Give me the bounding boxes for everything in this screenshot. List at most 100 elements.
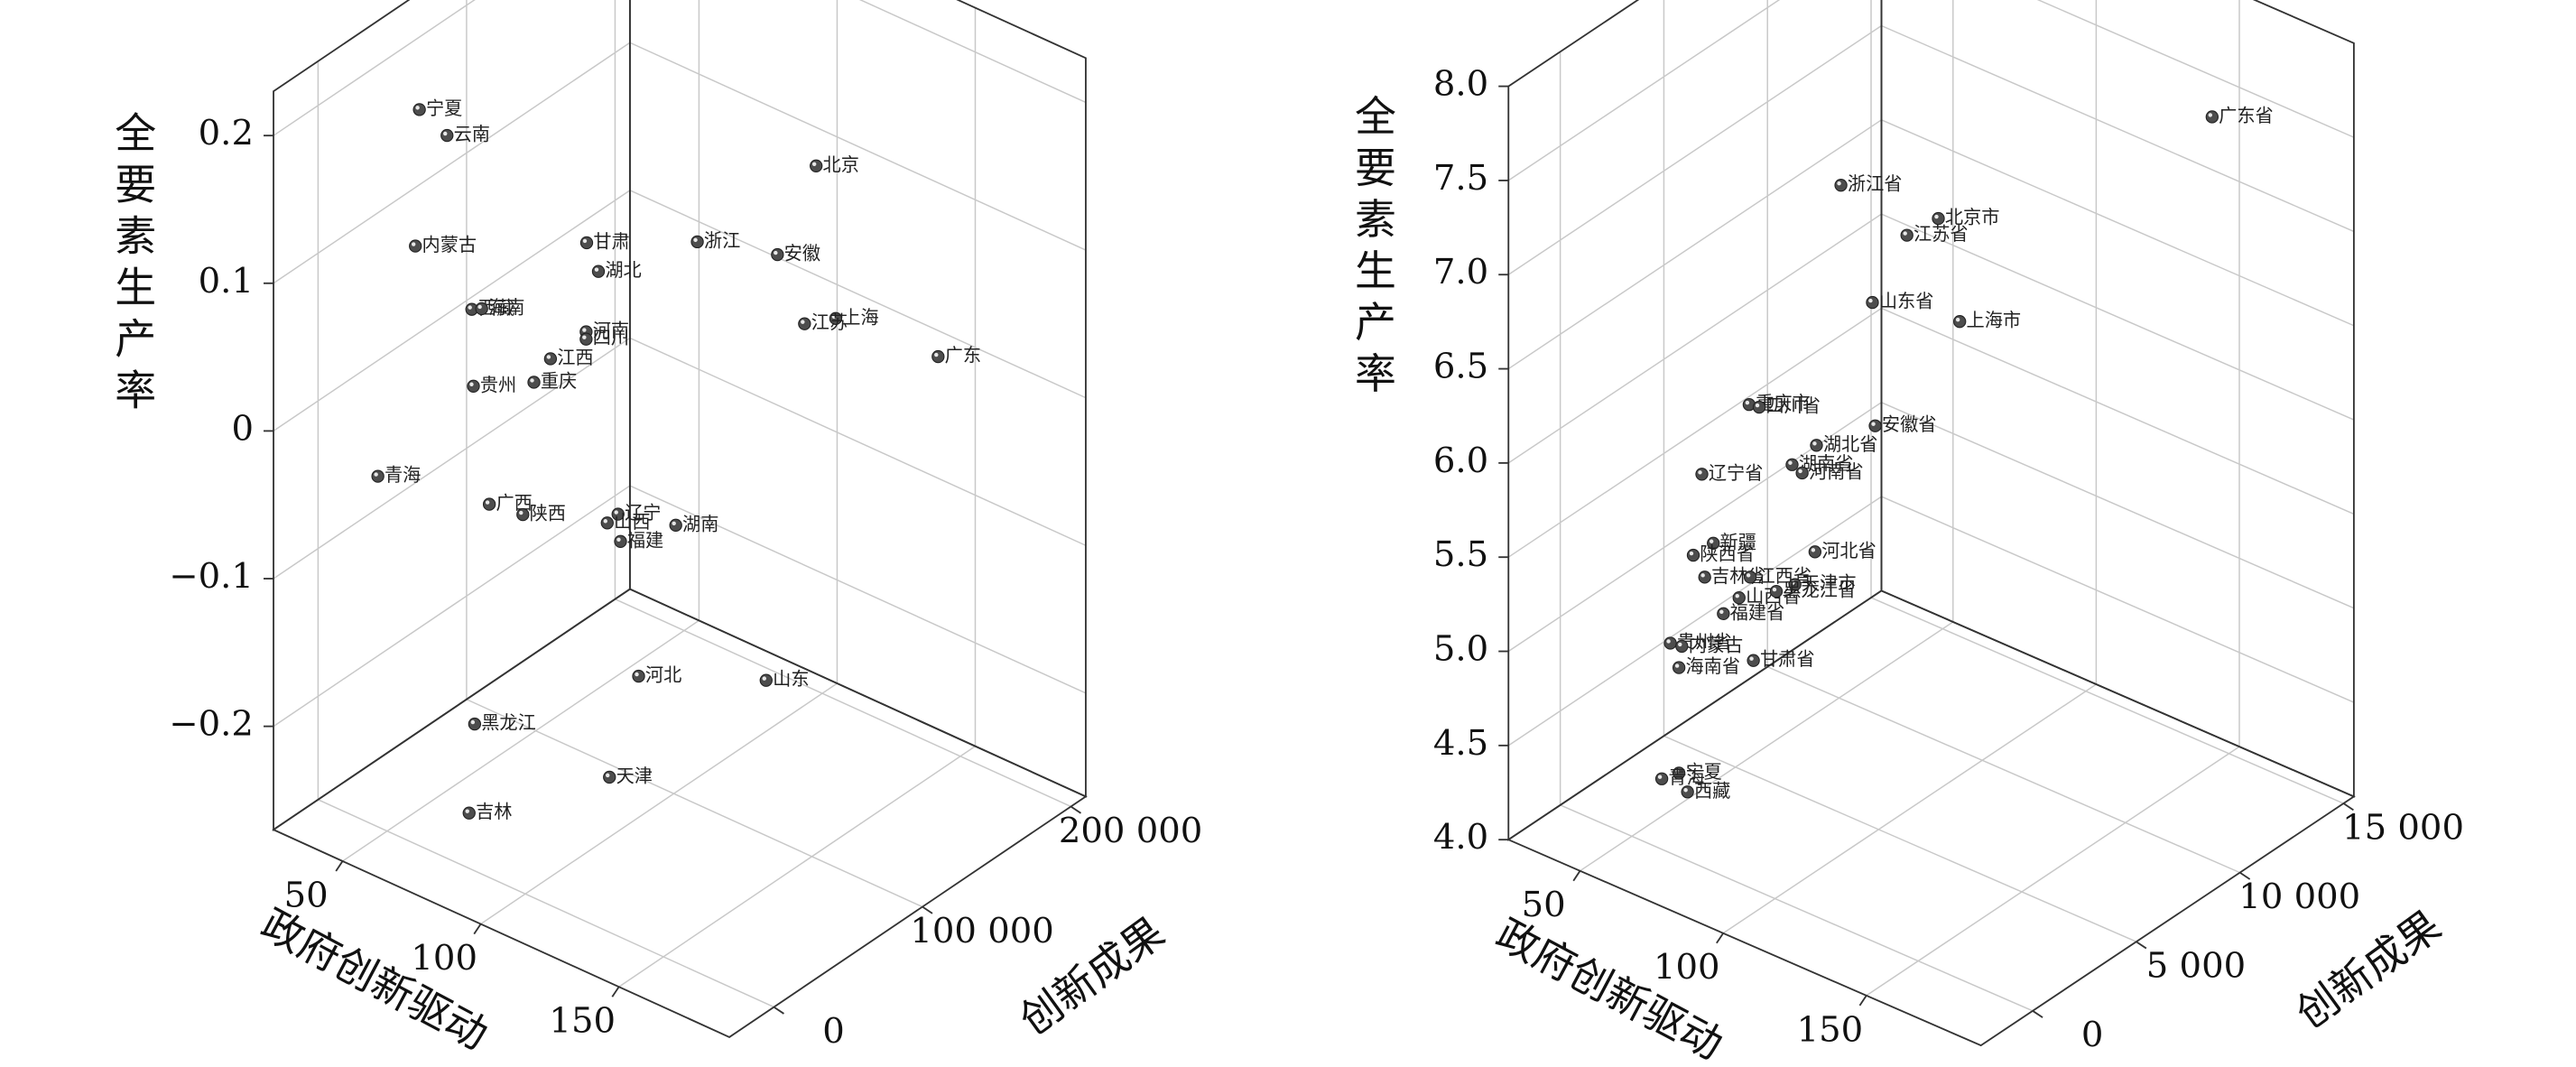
grid-line bbox=[273, 190, 631, 432]
grid-line bbox=[1881, 119, 2355, 327]
point bbox=[614, 534, 627, 548]
y-tick bbox=[2239, 871, 2251, 880]
grid-line bbox=[1766, 665, 2240, 874]
point-label: 四川省 bbox=[1765, 395, 1821, 417]
grid-line bbox=[858, 0, 1087, 104]
y-tick bbox=[773, 1006, 784, 1015]
z-tick-label: 0.1 bbox=[199, 261, 254, 302]
point-label: 江西省 bbox=[1756, 565, 1812, 587]
point-label: 新疆 bbox=[1720, 531, 1756, 552]
y-tick-label: 10 000 bbox=[2238, 877, 2360, 917]
y-axis-title: 创新成果 bbox=[2287, 901, 2450, 1038]
point-label: 辽宁 bbox=[625, 502, 661, 524]
point bbox=[2205, 110, 2219, 124]
grid-line bbox=[273, 0, 476, 136]
point-highlight bbox=[1746, 573, 1751, 578]
point-highlight bbox=[1735, 593, 1739, 598]
point-highlight bbox=[831, 314, 837, 320]
point-label: 河北省 bbox=[1821, 540, 1876, 561]
grid-line bbox=[480, 682, 838, 925]
x-axis-title: 政府创新驱动 bbox=[1488, 909, 1731, 1067]
point-label: 山东 bbox=[773, 668, 809, 690]
point-label: 内蒙古 bbox=[1689, 634, 1744, 655]
point-label: 江苏 bbox=[811, 311, 848, 333]
point bbox=[1672, 661, 1686, 674]
point bbox=[1695, 468, 1709, 481]
point bbox=[1868, 419, 1882, 432]
point-highlight bbox=[774, 250, 778, 255]
point-label: 吉林省 bbox=[1711, 565, 1766, 587]
point bbox=[1769, 584, 1784, 598]
x-tick bbox=[1572, 870, 1581, 882]
floor bbox=[1506, 589, 2356, 1047]
point-highlight bbox=[1871, 422, 1876, 426]
point-label: 湖南 bbox=[682, 513, 718, 534]
point-highlight bbox=[762, 676, 766, 681]
point-label: 广东省 bbox=[2219, 105, 2274, 126]
grid-line bbox=[1881, 307, 2355, 515]
point-highlight bbox=[2208, 113, 2213, 117]
point bbox=[1866, 295, 1879, 310]
point-highlight bbox=[1955, 317, 1960, 322]
back-wall bbox=[1880, 0, 2355, 798]
point-highlight bbox=[1674, 663, 1680, 668]
z-tick-label: 6.5 bbox=[1433, 347, 1488, 387]
point-highlight bbox=[485, 500, 490, 505]
point-highlight bbox=[811, 162, 817, 166]
point-label: 吉林 bbox=[476, 801, 512, 822]
point-label: 河南省 bbox=[1809, 460, 1864, 482]
point bbox=[409, 239, 422, 253]
point-label: 福建省 bbox=[1730, 601, 1785, 623]
point bbox=[1834, 178, 1848, 192]
x-tick-label: 100 bbox=[1654, 947, 1720, 988]
point-label: 贵州 bbox=[480, 374, 516, 395]
point-highlight bbox=[1709, 539, 1714, 543]
grid-line bbox=[1881, 402, 2355, 609]
back-wall bbox=[628, 0, 1087, 798]
point-label: 甘肃省 bbox=[1760, 648, 1815, 670]
x-tick-label: 50 bbox=[1522, 885, 1566, 925]
point-highlight bbox=[606, 773, 610, 778]
point bbox=[1795, 466, 1809, 480]
point bbox=[467, 379, 480, 393]
grid-line bbox=[1663, 735, 2137, 942]
point-label: 海南 bbox=[488, 296, 524, 318]
point-highlight bbox=[614, 510, 618, 515]
z-tick-label: −0.2 bbox=[169, 704, 254, 745]
grid-line bbox=[1507, 0, 1781, 181]
y-tick-label: 5 000 bbox=[2146, 946, 2246, 987]
grid-line bbox=[629, 337, 1087, 546]
point-label: 重庆 bbox=[541, 370, 577, 392]
point-highlight bbox=[415, 106, 420, 110]
point-label: 江西 bbox=[557, 347, 593, 368]
point bbox=[468, 717, 482, 731]
point-label: 北京 bbox=[823, 153, 859, 175]
point-highlight bbox=[594, 267, 599, 272]
point-highlight bbox=[934, 352, 939, 357]
y-tick-label: 200 000 bbox=[1059, 811, 1202, 851]
point-highlight bbox=[530, 378, 534, 383]
grid-line bbox=[2253, 0, 2355, 44]
point bbox=[771, 247, 784, 262]
z-axis-title: 全要素生产率 bbox=[1348, 95, 1397, 404]
grid-line bbox=[2036, 0, 2355, 138]
point-label: 浙江 bbox=[704, 229, 740, 251]
point-label: 青海 bbox=[385, 464, 421, 486]
grid-line bbox=[629, 42, 1087, 251]
point-highlight bbox=[582, 328, 587, 332]
point bbox=[516, 507, 530, 522]
point bbox=[1752, 400, 1766, 414]
point-highlight bbox=[1745, 400, 1750, 405]
point-highlight bbox=[1719, 609, 1724, 614]
point bbox=[1808, 545, 1822, 559]
y-tick bbox=[2136, 941, 2147, 950]
grid-line bbox=[629, 190, 1087, 399]
point bbox=[632, 669, 645, 683]
point bbox=[1686, 548, 1700, 562]
grid-line bbox=[273, 485, 631, 728]
point-label: 甘肃 bbox=[593, 230, 629, 252]
x-tick bbox=[1716, 932, 1724, 944]
point-highlight bbox=[1791, 580, 1795, 585]
point-highlight bbox=[1788, 460, 1793, 465]
